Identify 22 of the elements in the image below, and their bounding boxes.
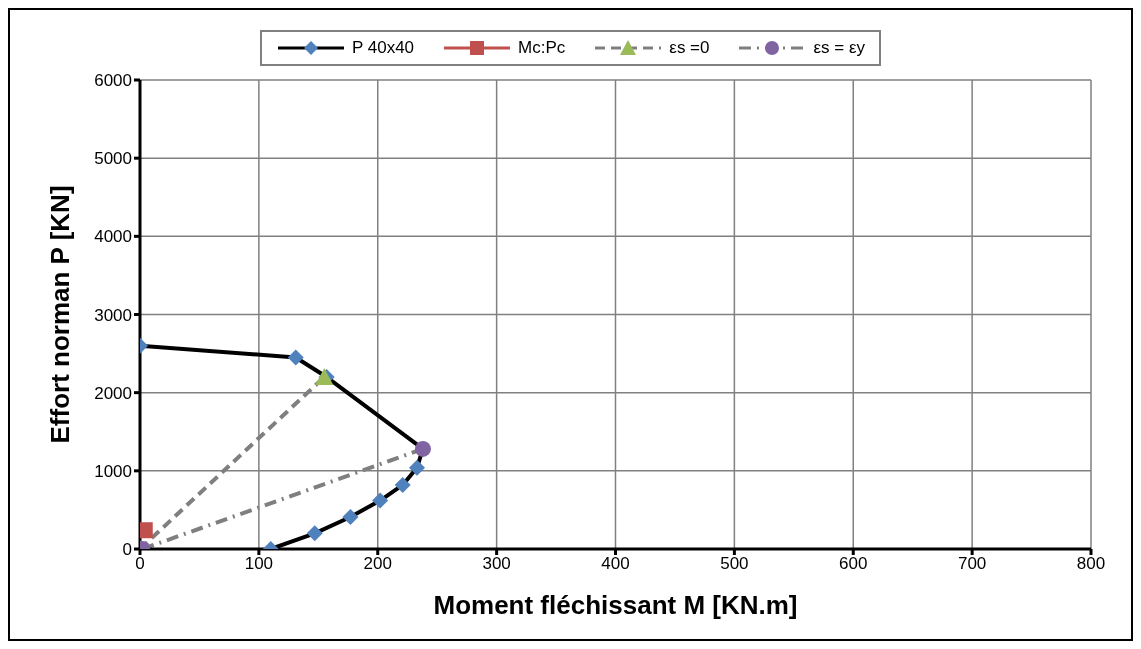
x-tick-label: 100 bbox=[244, 554, 274, 574]
x-tick-label: 0 bbox=[135, 554, 145, 574]
x-tick-label: 400 bbox=[601, 554, 630, 574]
x-tick-label: 600 bbox=[839, 554, 868, 574]
y-tick-label: 2000 bbox=[94, 383, 132, 403]
y-axis-title: Effort norman P [KN] bbox=[45, 185, 76, 444]
x-tick-label: 800 bbox=[1076, 554, 1106, 574]
x-tick-label: 200 bbox=[363, 554, 392, 574]
y-tick-label: 3000 bbox=[94, 305, 132, 325]
y-tick-label: 1000 bbox=[94, 461, 132, 481]
y-tick-label: 0 bbox=[122, 540, 132, 560]
legend-label: P 40x40 bbox=[351, 38, 415, 58]
legend-label: εs = εy bbox=[813, 38, 866, 58]
x-axis-title: Moment fléchissant M [KN.m] bbox=[433, 590, 798, 620]
y-tick-label: 4000 bbox=[94, 227, 132, 247]
legend-label: Mc:Pc bbox=[518, 38, 566, 58]
x-tick-label: 700 bbox=[957, 554, 987, 574]
legend-label: εs =0 bbox=[669, 38, 710, 58]
y-tick-label: 5000 bbox=[94, 149, 132, 169]
x-tick-label: 300 bbox=[482, 554, 511, 574]
x-tick-label: 500 bbox=[720, 554, 749, 574]
y-tick-label: 6000 bbox=[94, 71, 132, 91]
